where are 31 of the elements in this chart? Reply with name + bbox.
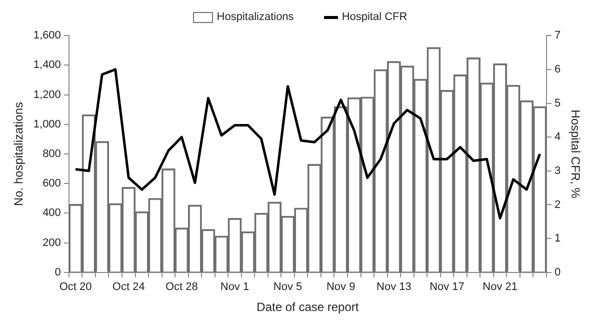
x-axis-title: Date of case report	[256, 300, 360, 314]
x-tick-label: Nov 21	[482, 281, 518, 294]
y-tick-label: 1,000	[33, 118, 61, 130]
legend-label: Hospital CFR	[342, 11, 408, 23]
y2-tick-label: 2	[554, 198, 561, 211]
legend-label: Hospitalizations	[216, 11, 294, 23]
x-tick-label: Nov 1	[220, 281, 250, 294]
y-tick-label: 1,200	[33, 88, 61, 101]
x-tick-label: Oct 24	[112, 281, 145, 294]
x-tick-label: Nov 13	[376, 281, 412, 294]
y2-tick-label: 1	[554, 232, 561, 245]
y2-axis-title: Hospital CFR, %	[568, 110, 582, 199]
y2-tick-label: 4	[554, 131, 561, 144]
y-axis-title: No. hospitalizations	[12, 102, 26, 206]
x-tick-label: Nov 9	[326, 281, 356, 294]
x-tick-label: Nov 5	[273, 281, 302, 294]
y2-tick-label: 7	[554, 30, 561, 42]
x-tick-label: Oct 28	[165, 281, 198, 294]
y2-tick-label: 0	[554, 266, 561, 278]
y-tick-label: 200	[42, 236, 61, 249]
y2-tick-label: 6	[554, 63, 561, 76]
y-tick-label: 400	[42, 207, 61, 220]
x-tick-label: Nov 17	[430, 281, 464, 294]
y2-tick-label: 5	[554, 97, 561, 110]
y-tick-label: 0	[54, 266, 61, 278]
y-tick-label: 1,600	[33, 30, 61, 42]
x-tick-label: Oct 20	[59, 281, 92, 294]
y2-tick-label: 3	[554, 164, 561, 177]
y-tick-label: 1,400	[33, 59, 61, 72]
y-tick-label: 600	[42, 178, 61, 190]
y-tick-label: 800	[42, 148, 61, 160]
